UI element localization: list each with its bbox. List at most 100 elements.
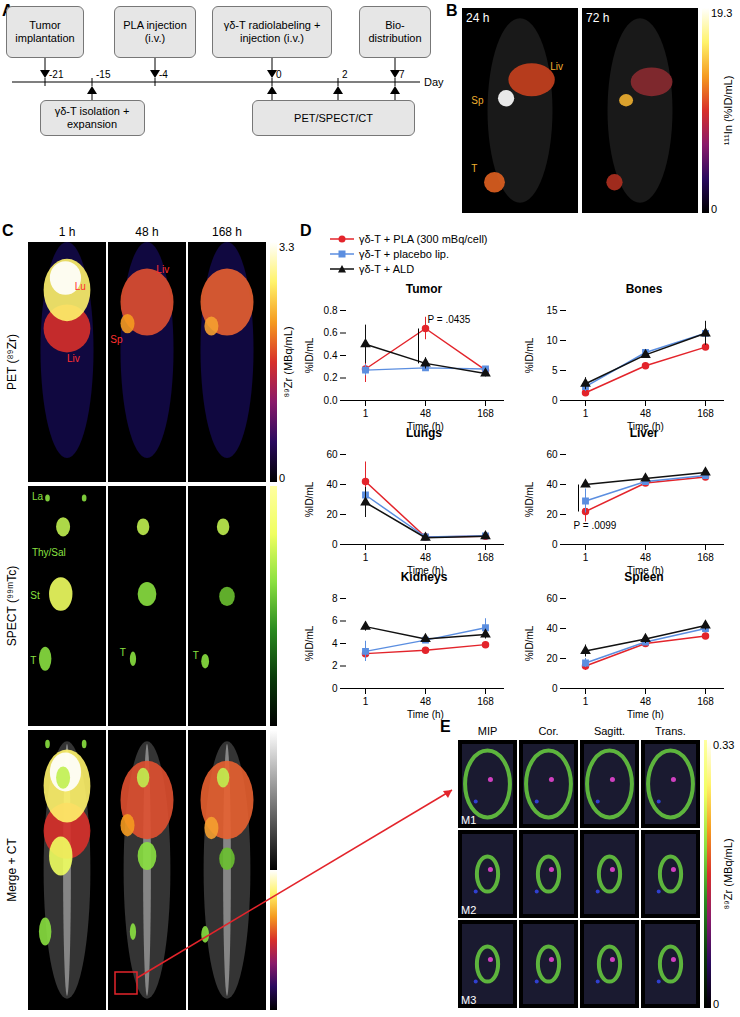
svg-text:%ID/mL: %ID/mL	[304, 481, 315, 517]
svg-text:-21: -21	[49, 69, 64, 80]
svg-text:%ID/mL: %ID/mL	[524, 481, 535, 517]
svg-text:%ID/mL: %ID/mL	[304, 337, 315, 373]
svg-text:Sp: Sp	[110, 334, 123, 345]
svg-text:Lu: Lu	[75, 281, 86, 292]
svg-text:2: 2	[342, 69, 348, 80]
svg-text:0.4: 0.4	[324, 350, 338, 361]
svg-text:6: 6	[332, 615, 338, 626]
svg-text:168: 168	[697, 408, 714, 419]
svg-text:1: 1	[583, 408, 589, 419]
svg-text:0: 0	[713, 998, 719, 1010]
svg-text:48 h: 48 h	[135, 225, 158, 239]
svg-text:0.2: 0.2	[324, 372, 338, 383]
svg-text:20: 20	[546, 653, 558, 664]
svg-text:¹¹¹In (%ID/mL): ¹¹¹In (%ID/mL)	[722, 76, 734, 146]
svg-text:168: 168	[697, 552, 714, 563]
svg-text:%ID/mL: %ID/mL	[524, 337, 535, 373]
svg-text:T: T	[193, 650, 199, 661]
svg-text:15: 15	[546, 305, 558, 316]
svg-text:0: 0	[332, 683, 338, 694]
svg-text:%ID/mL: %ID/mL	[524, 625, 535, 661]
svg-text:0.6: 0.6	[324, 327, 338, 338]
svg-text:M2: M2	[461, 904, 476, 916]
svg-text:⁸⁹Zr (MBq/mL): ⁸⁹Zr (MBq/mL)	[282, 326, 294, 397]
svg-text:C: C	[2, 222, 14, 239]
svg-text:48: 48	[640, 552, 652, 563]
svg-text:MIP: MIP	[478, 725, 498, 737]
svg-text:3.3: 3.3	[279, 241, 294, 253]
svg-text:0: 0	[279, 472, 285, 484]
svg-text:48: 48	[420, 696, 432, 707]
svg-text:M1: M1	[461, 814, 476, 826]
svg-text:-4: -4	[159, 69, 168, 80]
svg-text:168: 168	[477, 408, 494, 419]
svg-text:P = .0099: P = .0099	[574, 520, 617, 531]
svg-text:Sp: Sp	[471, 95, 484, 106]
svg-text:0: 0	[332, 539, 338, 550]
svg-text:0.0: 0.0	[324, 395, 338, 406]
svg-text:D: D	[300, 222, 312, 239]
svg-text:-15: -15	[96, 69, 111, 80]
svg-text:48: 48	[640, 696, 652, 707]
svg-text:T: T	[120, 647, 126, 658]
svg-text:E: E	[440, 718, 451, 735]
svg-text:Sagitt.: Sagitt.	[594, 725, 625, 737]
svg-text:2: 2	[332, 660, 338, 671]
svg-text:1: 1	[363, 552, 369, 563]
svg-text:Liv: Liv	[67, 353, 80, 364]
svg-text:0: 0	[711, 203, 717, 215]
svg-text:0: 0	[552, 539, 558, 550]
svg-text:60: 60	[546, 593, 558, 604]
svg-text:60: 60	[546, 449, 558, 460]
svg-text:Liv: Liv	[550, 61, 563, 72]
svg-text:20: 20	[546, 509, 558, 520]
svg-text:60: 60	[326, 449, 338, 460]
svg-text:Merge + CT: Merge + CT	[5, 837, 19, 901]
svg-text:Day: Day	[424, 76, 444, 88]
svg-text:4: 4	[332, 638, 338, 649]
svg-text:0: 0	[552, 395, 558, 406]
svg-text:Time (h): Time (h)	[627, 709, 664, 720]
svg-text:Cor.: Cor.	[538, 725, 558, 737]
svg-text:48: 48	[420, 552, 432, 563]
svg-text:1: 1	[583, 552, 589, 563]
svg-text:72 h: 72 h	[586, 11, 609, 25]
svg-text:%ID/mL: %ID/mL	[304, 625, 315, 661]
svg-text:168 h: 168 h	[212, 225, 242, 239]
svg-text:T: T	[471, 163, 477, 174]
svg-text:48: 48	[420, 408, 432, 419]
svg-text:168: 168	[477, 552, 494, 563]
svg-text:La: La	[32, 491, 44, 502]
svg-text:1: 1	[363, 696, 369, 707]
svg-text:⁸⁹Zr (MBq/mL): ⁸⁹Zr (MBq/mL)	[722, 838, 734, 909]
svg-text:PET (⁸⁹Zr): PET (⁸⁹Zr)	[5, 334, 19, 390]
svg-text:Thy/Sal: Thy/Sal	[32, 547, 66, 558]
svg-text:168: 168	[477, 696, 494, 707]
svg-text:20: 20	[326, 509, 338, 520]
svg-text:B: B	[446, 2, 458, 19]
svg-text:19.3: 19.3	[711, 7, 732, 19]
svg-text:P = .0435: P = .0435	[428, 314, 471, 325]
svg-text:5: 5	[552, 365, 558, 376]
svg-text:7: 7	[399, 69, 405, 80]
svg-text:24 h: 24 h	[466, 11, 489, 25]
svg-text:T: T	[30, 655, 36, 666]
svg-text:M3: M3	[461, 994, 476, 1006]
svg-text:40: 40	[326, 479, 338, 490]
svg-text:0.33: 0.33	[713, 739, 734, 751]
svg-text:8: 8	[332, 593, 338, 604]
svg-text:1 h: 1 h	[59, 225, 76, 239]
svg-text:40: 40	[546, 479, 558, 490]
svg-text:SPECT (⁹⁹ᵐTc): SPECT (⁹⁹ᵐTc)	[5, 566, 19, 646]
svg-text:168: 168	[697, 696, 714, 707]
svg-text:40: 40	[546, 623, 558, 634]
svg-text:Liv: Liv	[156, 264, 169, 275]
svg-text:48: 48	[640, 408, 652, 419]
svg-text:0: 0	[276, 69, 282, 80]
svg-text:Time (h): Time (h)	[407, 709, 444, 720]
svg-text:1: 1	[583, 696, 589, 707]
svg-text:Trans.: Trans.	[655, 725, 686, 737]
svg-text:10: 10	[546, 335, 558, 346]
svg-text:0: 0	[552, 683, 558, 694]
svg-text:0.8: 0.8	[324, 305, 338, 316]
